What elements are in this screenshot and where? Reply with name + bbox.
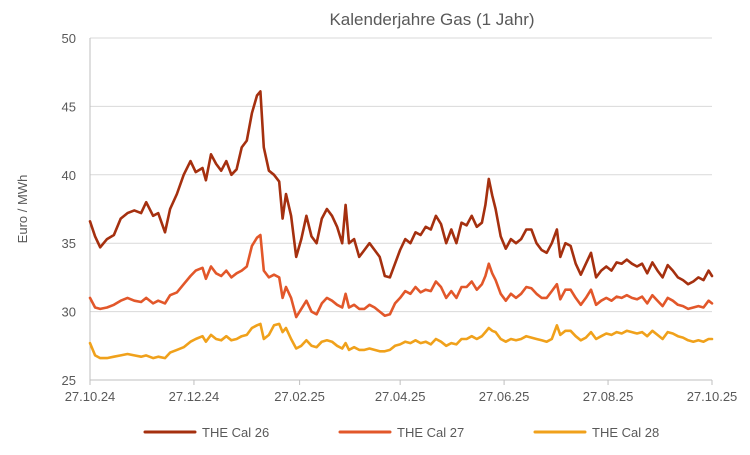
series-lines (88, 90, 714, 360)
x-tick-label: 27.10.25 (687, 389, 738, 404)
chart-title: Kalenderjahre Gas (1 Jahr) (329, 10, 534, 29)
legend-label: THE Cal 28 (592, 425, 659, 440)
y-tick-labels: 25 30 35 40 45 50 (62, 31, 76, 388)
series-line-the-cal-28 (88, 322, 714, 360)
legend-label: THE Cal 26 (202, 425, 269, 440)
series-line-the-cal-27 (88, 233, 714, 319)
x-tick-label: 27.12.24 (169, 389, 220, 404)
axes (89, 38, 713, 385)
y-tick-label: 30 (62, 305, 76, 320)
y-tick-label: 35 (62, 236, 76, 251)
x-tick-label: 27.02.25 (274, 389, 325, 404)
gridlines (90, 37, 712, 313)
x-tick-labels: 27.10.24 27.12.24 27.02.25 27.04.25 27.06.25… (65, 389, 738, 404)
x-tick-label: 27.08.25 (583, 389, 634, 404)
y-tick-label: 45 (62, 99, 76, 114)
x-tick-label: 27.10.24 (65, 389, 116, 404)
y-axis-label: Euro / MWh (15, 175, 30, 244)
y-tick-label: 40 (62, 168, 76, 183)
y-tick-label: 50 (62, 31, 76, 46)
x-tick-label: 27.04.25 (375, 389, 426, 404)
y-tick-label: 25 (62, 373, 76, 388)
series-line-the-cal-26 (88, 90, 714, 286)
legend-label: THE Cal 27 (397, 425, 464, 440)
legend: THE Cal 26 THE Cal 27 THE Cal 28 (143, 425, 659, 440)
x-tick-label: 27.06.25 (479, 389, 530, 404)
